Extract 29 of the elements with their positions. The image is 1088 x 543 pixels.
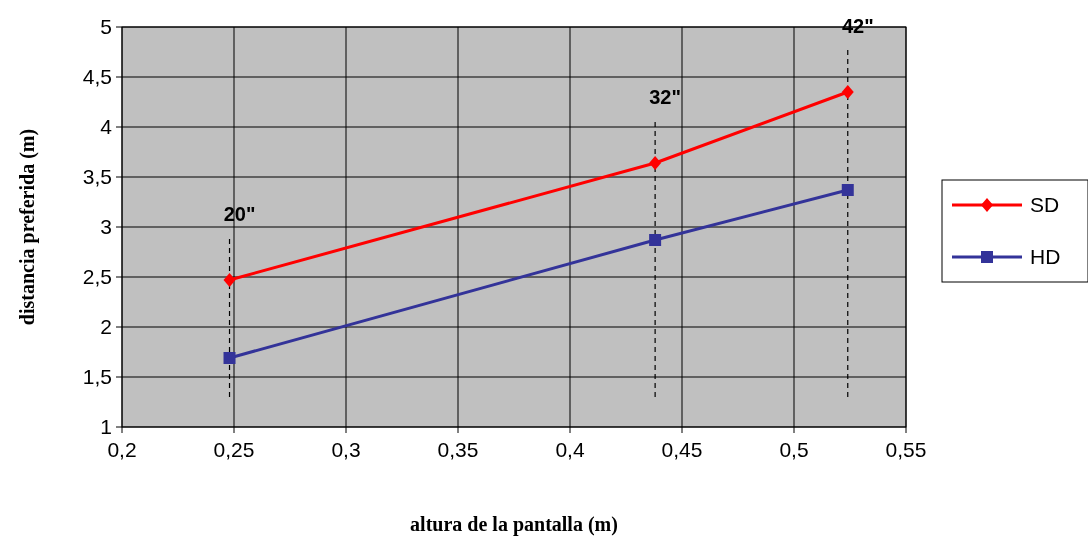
x-tick-label: 0,4 <box>555 438 585 461</box>
y-tick-label: 4 <box>100 115 113 139</box>
y-tick-label: 4,5 <box>82 65 112 89</box>
annotation: 32" <box>649 86 681 108</box>
x-tick-label: 0,35 <box>437 438 479 461</box>
y-tick-label: 1 <box>100 415 112 439</box>
x-axis-title: altura de la pantalla (m) <box>410 513 618 536</box>
point <box>841 85 854 99</box>
legend-label: SD <box>1030 193 1060 217</box>
y-tick-label: 5 <box>100 15 112 39</box>
y-tick-label: 1,5 <box>82 365 112 389</box>
point <box>223 352 236 364</box>
x-tick-label: 0,25 <box>213 438 255 461</box>
point <box>841 184 854 196</box>
x-tick-label: 0,2 <box>107 438 137 461</box>
x-tick-label: 0,5 <box>779 438 809 461</box>
y-tick-label: 2,5 <box>82 265 112 289</box>
x-tick-label: 0,45 <box>661 438 703 461</box>
y-tick-label: 3 <box>100 215 112 239</box>
x-tick-label: 0,55 <box>885 438 927 461</box>
annotation: 20" <box>223 203 256 225</box>
point <box>649 156 662 170</box>
x-tick-label: 0,3 <box>331 438 361 461</box>
y-tick-label: 3,5 <box>82 165 112 189</box>
y-axis-title: distancia preferida (m) <box>16 128 39 326</box>
y-tick-label: 2 <box>100 315 112 339</box>
point <box>649 234 662 246</box>
point <box>223 273 236 287</box>
legend-label: HD <box>1030 245 1061 269</box>
